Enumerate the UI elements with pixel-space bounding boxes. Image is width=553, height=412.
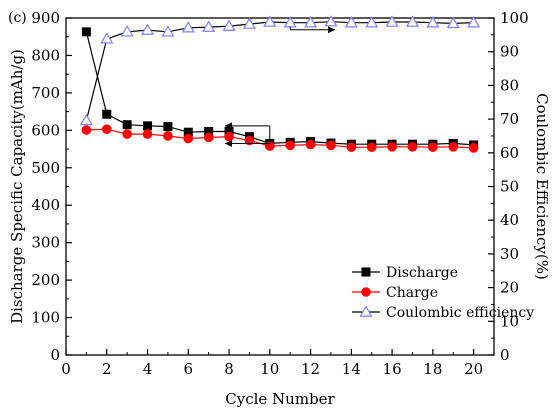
y2-tick-label: 100 [500, 9, 529, 27]
y2-tick-label: 10 [500, 312, 519, 330]
data-point-coulombic-efficiency [161, 25, 175, 37]
data-point-coulombic-efficiency [467, 16, 481, 28]
data-point-coulombic-efficiency [242, 17, 256, 29]
data-point-charge [244, 135, 255, 146]
y-tick-label: 700 [31, 84, 60, 102]
data-point-discharge [102, 109, 112, 119]
y2-tick-label: 50 [500, 178, 519, 196]
x-tick-label: 2 [102, 360, 112, 378]
data-point-coulombic-efficiency [202, 20, 216, 32]
x-tick-label: 16 [383, 360, 402, 378]
y2-axis-title: Coulombic Efficiency(%) [533, 93, 551, 280]
data-point-charge [387, 142, 397, 152]
annotation-layer [224, 26, 336, 147]
series-line-coulombic-efficiency [85, 21, 474, 121]
legend-marker-coulombic-efficiency [359, 305, 373, 317]
data-point-charge [122, 129, 132, 139]
y-axis-title: Discharge Specific Capacity(mAh/g) [8, 49, 26, 324]
y-tick-label: 300 [31, 234, 60, 252]
data-point-charge [305, 139, 316, 150]
data-point-coulombic-efficiency [79, 113, 93, 126]
data-point-coulombic-efficiency [385, 15, 399, 27]
data-point-discharge [81, 27, 91, 37]
data-point-charge [346, 142, 357, 152]
data-point-charge [81, 125, 92, 135]
x-axis-title: Cycle Number [225, 390, 335, 408]
data-point-charge [468, 143, 479, 153]
annotation-arrow-head [224, 122, 232, 130]
data-point-coulombic-efficiency [344, 16, 358, 28]
annotation-arrow-head [224, 139, 232, 147]
x-tick-label: 20 [464, 360, 483, 378]
annotation-arrow-head [328, 26, 336, 34]
data-point-coulombic-efficiency [405, 15, 420, 27]
y-tick-label: 100 [31, 309, 60, 327]
x-tick-label: 6 [184, 360, 194, 378]
panel-label: (c) [8, 10, 27, 26]
data-point-charge [326, 140, 336, 151]
y2-tick-label: 70 [500, 110, 519, 128]
x-tick-label: 10 [260, 360, 279, 378]
data-point-coulombic-efficiency [100, 32, 114, 44]
data-point-discharge [163, 122, 173, 132]
y-tick-label: 600 [31, 121, 60, 139]
data-point-coulombic-efficiency [120, 25, 134, 37]
y-tick-label: 900 [31, 9, 60, 27]
data-point-coulombic-efficiency [304, 16, 318, 28]
data-point-charge [142, 129, 153, 139]
y-tick-label: 0 [50, 346, 60, 364]
y2-tick-label: 20 [500, 279, 519, 297]
legend-marker-charge [361, 287, 371, 297]
data-point-coulombic-efficiency [263, 15, 277, 27]
y2-tick-label: 90 [500, 43, 519, 61]
x-tick-label: 8 [224, 360, 234, 378]
data-point-coulombic-efficiency [324, 14, 338, 27]
legend-label-discharge: Discharge [386, 265, 458, 281]
data-point-charge [163, 131, 173, 141]
y2-tick-label: 80 [500, 76, 519, 94]
data-point-coulombic-efficiency [365, 16, 379, 28]
data-point-coulombic-efficiency [140, 23, 155, 35]
data-point-charge [407, 142, 418, 152]
y2-tick-label: 40 [500, 211, 519, 229]
x-tick-label: 18 [423, 360, 442, 378]
legend-label-charge: Charge [386, 285, 438, 301]
legend-label-coulombic-efficiency: Coulombic efficiency [386, 305, 534, 321]
data-point-charge [101, 124, 112, 135]
y2-tick-label: 60 [500, 144, 519, 162]
data-point-coulombic-efficiency [446, 16, 460, 29]
y2-tick-label: 30 [500, 245, 519, 263]
data-point-coulombic-efficiency [426, 16, 440, 28]
x-tick-label: 14 [342, 360, 361, 378]
legend-marker-discharge [361, 267, 371, 277]
data-point-charge [428, 142, 438, 152]
data-point-discharge [143, 121, 153, 131]
data-point-charge [224, 131, 234, 142]
data-point-coulombic-efficiency [181, 21, 195, 33]
y2-tick-label: 0 [500, 346, 510, 364]
y-tick-label: 400 [31, 196, 60, 214]
data-point-charge [285, 140, 295, 151]
x-tick-label: 4 [143, 360, 153, 378]
series-layer [79, 14, 481, 153]
data-point-charge [448, 142, 459, 152]
y-tick-label: 200 [31, 271, 60, 289]
legend: Discharge Charge Coulombic efficiency [352, 265, 534, 321]
data-point-charge [203, 132, 214, 143]
data-point-charge [366, 142, 377, 152]
x-tick-label: 12 [301, 360, 320, 378]
axes-layer: 0 2 4 6 8 10 12 14 16 18 2001002003004005006007008… [8, 9, 551, 408]
data-point-discharge [122, 120, 132, 130]
data-point-charge [183, 133, 194, 144]
data-point-coulombic-efficiency [222, 19, 236, 31]
y-tick-label: 500 [31, 159, 60, 177]
x-tick-label: 0 [61, 360, 71, 378]
y-tick-label: 800 [31, 46, 60, 64]
